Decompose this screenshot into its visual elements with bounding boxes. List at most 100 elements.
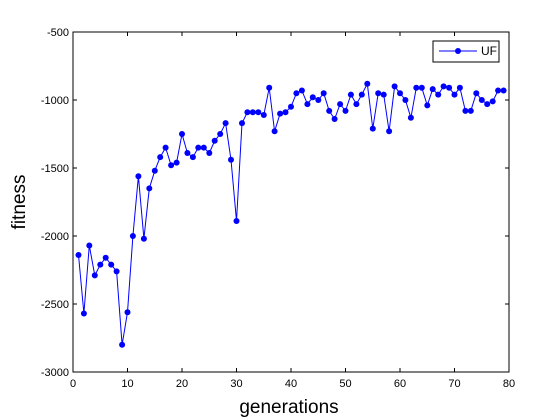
data-point xyxy=(222,120,229,127)
data-point xyxy=(320,90,327,97)
data-point xyxy=(413,84,420,91)
data-point xyxy=(386,128,393,135)
data-point xyxy=(424,102,431,109)
data-point xyxy=(402,97,409,103)
data-point xyxy=(435,91,442,98)
data-point xyxy=(233,218,240,224)
y-tick-label: -2500 xyxy=(41,299,69,311)
x-tick-label: 20 xyxy=(176,378,188,390)
data-point xyxy=(293,90,300,97)
x-tick-label: 0 xyxy=(70,378,76,390)
data-point xyxy=(331,116,338,122)
data-point xyxy=(484,101,491,108)
data-point xyxy=(277,110,284,117)
data-point xyxy=(500,87,507,94)
data-point xyxy=(326,107,333,114)
data-point xyxy=(446,84,453,91)
y-tick-label: -3000 xyxy=(41,367,69,379)
data-point xyxy=(337,101,344,108)
data-point xyxy=(467,107,474,114)
data-point xyxy=(364,80,371,87)
data-point xyxy=(91,272,98,279)
data-point xyxy=(309,94,316,101)
data-point xyxy=(391,83,398,90)
data-point xyxy=(375,90,382,97)
x-tick-label: 50 xyxy=(339,378,351,390)
data-point xyxy=(228,156,234,163)
data-point xyxy=(157,154,164,161)
data-point xyxy=(282,109,289,116)
data-point xyxy=(119,341,126,348)
data-point xyxy=(200,144,207,151)
data-point xyxy=(315,97,322,103)
data-point xyxy=(304,101,311,108)
axis-tick-labels: 0 10 20 30 40 50 60 70 80 -3000 -2500 -2000 -1500 -10… xyxy=(41,27,515,390)
series-markers-uf xyxy=(75,80,507,348)
data-point xyxy=(124,309,131,316)
data-point xyxy=(342,107,349,114)
x-tick-label: 30 xyxy=(230,378,242,390)
data-point xyxy=(489,98,496,105)
x-tick-label: 10 xyxy=(121,378,133,390)
data-point xyxy=(75,252,82,258)
data-point xyxy=(173,159,180,166)
data-point xyxy=(189,154,196,161)
x-tick-label: 40 xyxy=(285,378,297,390)
data-point xyxy=(102,254,109,261)
data-point xyxy=(108,261,115,268)
data-point xyxy=(418,84,425,91)
data-point xyxy=(86,242,93,249)
data-point xyxy=(358,91,365,98)
legend: UF xyxy=(432,40,500,63)
data-point xyxy=(288,103,294,110)
data-point xyxy=(495,87,502,94)
y-tick-label: -2000 xyxy=(41,231,69,243)
data-point xyxy=(397,90,403,97)
x-tick-label: 80 xyxy=(503,378,515,390)
data-point xyxy=(184,150,191,156)
y-tick-label: -1500 xyxy=(41,163,69,175)
legend-marker xyxy=(455,48,461,54)
data-point xyxy=(151,167,158,174)
data-point xyxy=(211,137,218,144)
data-point xyxy=(271,128,278,135)
data-point xyxy=(239,120,245,127)
y-tick-label: -1000 xyxy=(41,95,69,107)
data-point xyxy=(255,109,262,116)
data-point xyxy=(451,91,458,98)
data-point xyxy=(97,261,104,268)
y-tick-label: -500 xyxy=(47,27,69,39)
x-axis-label: generations xyxy=(239,397,338,418)
data-point xyxy=(129,233,136,239)
data-point xyxy=(407,114,414,121)
data-point xyxy=(249,109,256,116)
data-point xyxy=(462,107,469,114)
data-point xyxy=(206,150,213,156)
data-point xyxy=(140,235,147,242)
legend-label: UF xyxy=(481,44,497,58)
data-point xyxy=(369,125,376,132)
data-point xyxy=(478,97,485,103)
data-point xyxy=(179,131,185,137)
data-point xyxy=(146,185,153,192)
data-point xyxy=(217,131,224,137)
plot-area xyxy=(72,31,510,373)
data-point xyxy=(353,101,360,108)
data-point xyxy=(113,268,120,275)
data-point xyxy=(195,144,202,151)
data-point xyxy=(298,87,305,94)
x-tick-label: 70 xyxy=(448,378,460,390)
data-point xyxy=(440,83,447,90)
data-point xyxy=(456,84,463,91)
data-point xyxy=(135,173,142,180)
data-point xyxy=(429,86,436,93)
x-tick-label: 60 xyxy=(394,378,406,390)
axis-ticks xyxy=(72,31,510,373)
data-point xyxy=(168,162,175,169)
y-axis-label: fitness xyxy=(9,175,30,230)
data-point xyxy=(260,112,267,118)
data-point xyxy=(266,84,273,91)
data-point xyxy=(473,90,480,97)
data-point xyxy=(80,310,87,317)
